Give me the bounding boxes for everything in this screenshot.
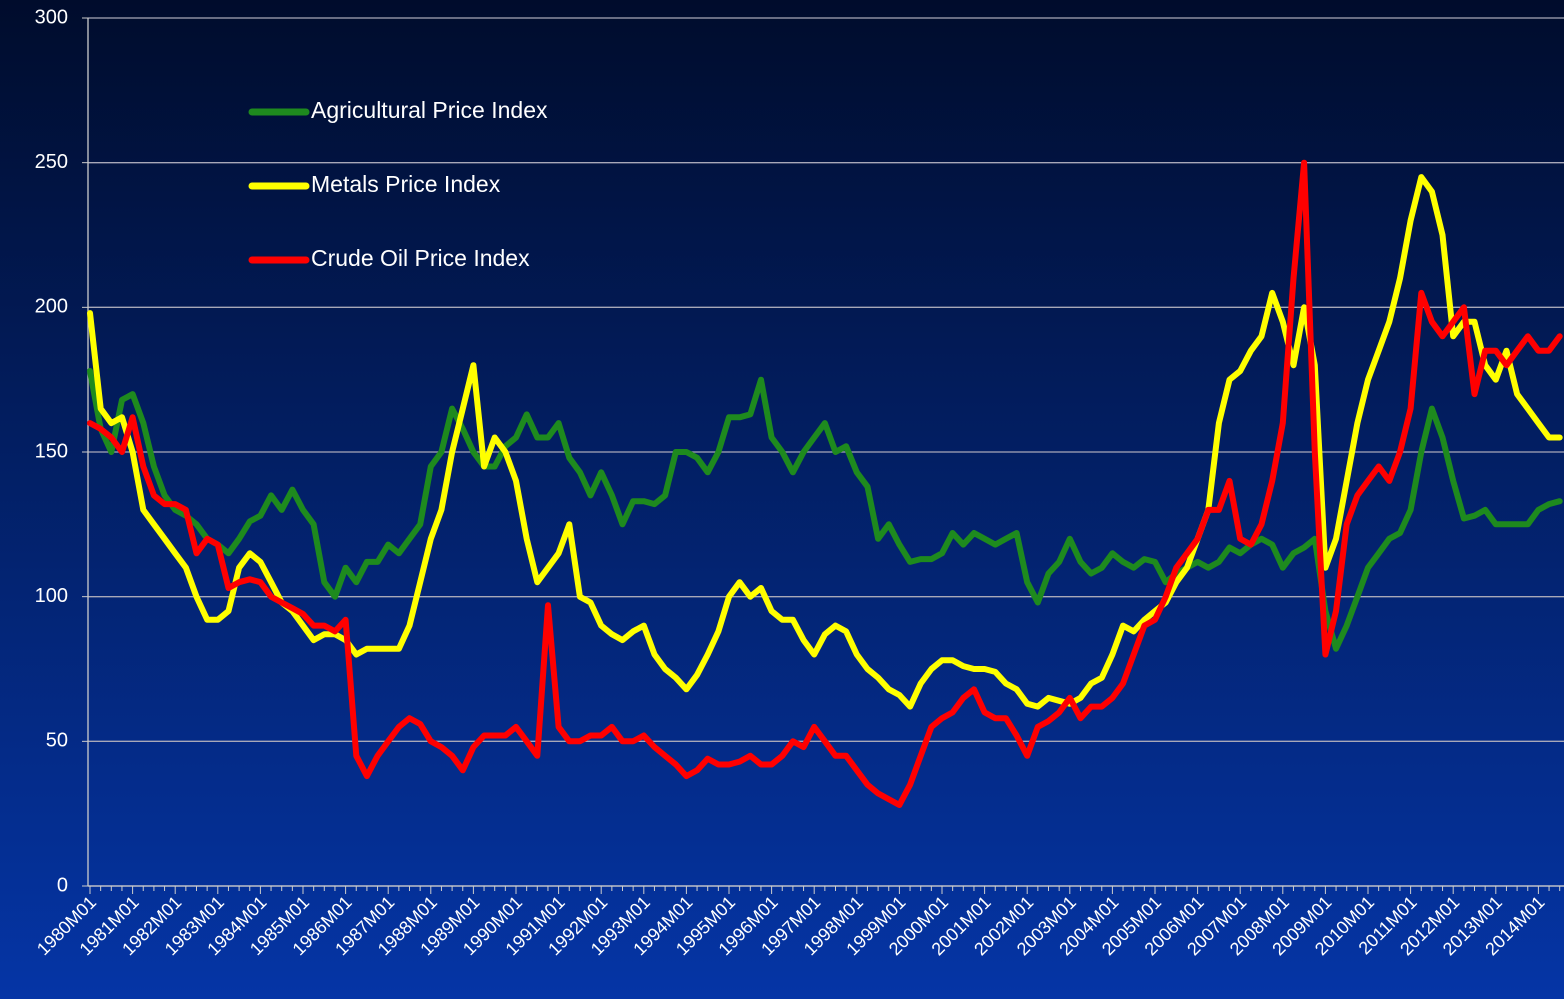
y-tick-label: 150 [35, 440, 68, 462]
y-tick-label: 250 [35, 151, 68, 173]
y-tick-label: 200 [35, 296, 68, 318]
y-tick-label: 100 [35, 585, 68, 607]
legend-label: Metals Price Index [311, 171, 501, 197]
series-line [87, 159, 1563, 808]
y-tick-label: 300 [35, 6, 68, 28]
legend-label: Agricultural Price Index [311, 97, 548, 123]
y-tick-label: 0 [57, 874, 68, 896]
series-line [87, 368, 1563, 652]
legend-label: Crude Oil Price Index [311, 245, 530, 271]
y-tick-label: 50 [46, 730, 68, 752]
